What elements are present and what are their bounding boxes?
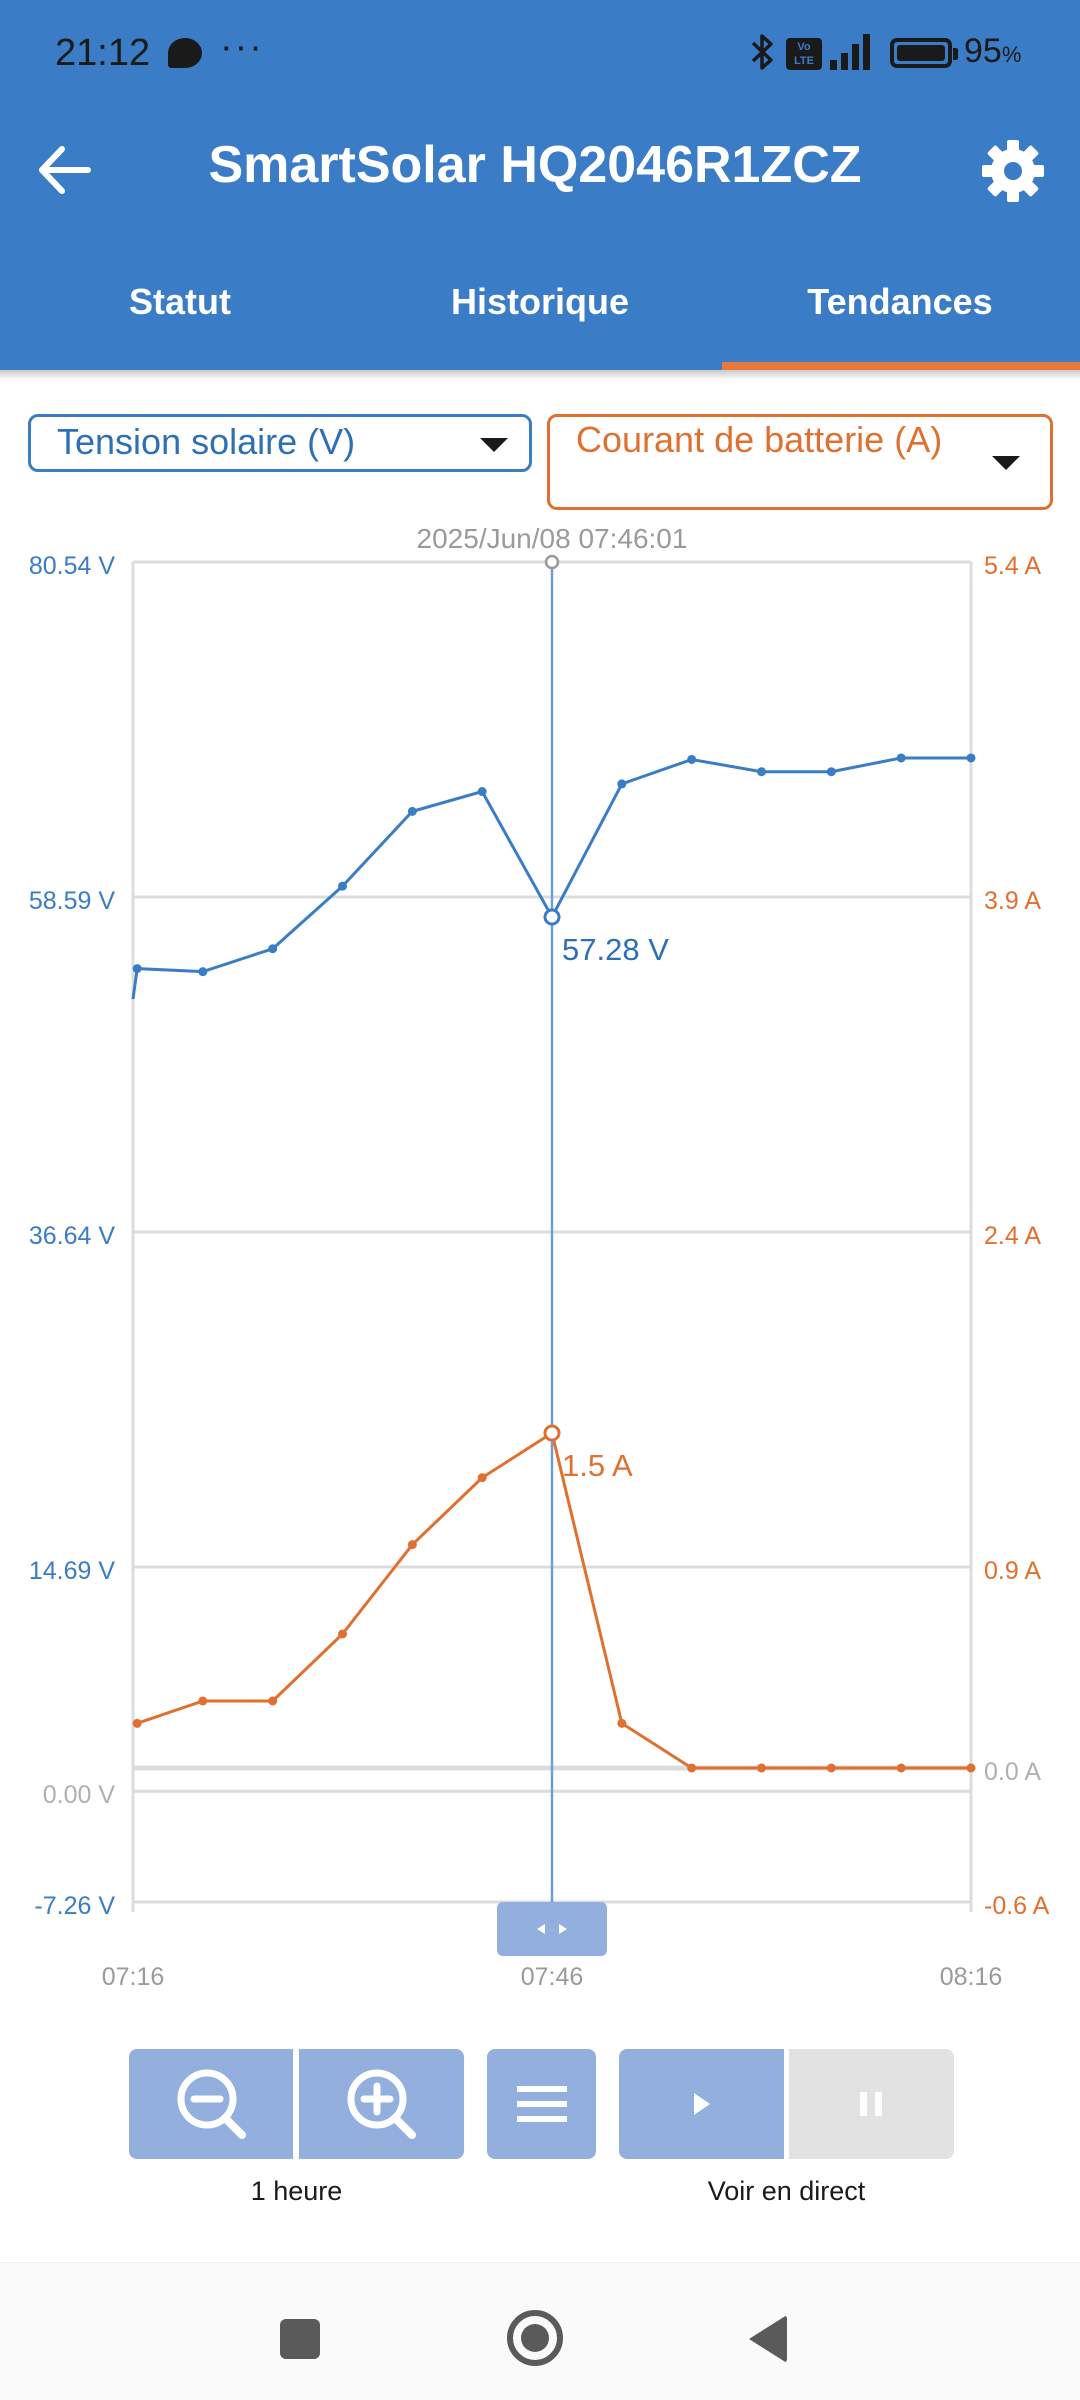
battery-current-line (136, 1430, 971, 1770)
cursor-drag-handle-bg (497, 1902, 607, 1956)
solar-voltage-line (131, 756, 971, 1000)
cursor-voltage-marker (543, 908, 561, 926)
cursor-top-handle (544, 554, 560, 570)
right-axis-tick-label: 0.9 A (984, 1557, 1041, 1585)
battery-percentage: 95% (964, 32, 1022, 70)
home-icon[interactable] (507, 2310, 563, 2366)
data-point (966, 1763, 976, 1773)
right-axis-tick-label: 5.4 A (984, 552, 1041, 580)
message-icon (168, 38, 202, 68)
data-point (826, 767, 836, 777)
status-time: 21:12 (55, 32, 151, 74)
zoom-in-button[interactable] (299, 2049, 464, 2159)
right-axis-tick-label: -0.6 A (984, 1892, 1050, 1920)
cursor-current-marker (543, 1424, 561, 1442)
status-bar: 21:12 ··· Vo LTE 95% (0, 0, 1080, 110)
left-series-dropdown[interactable]: Tension solaire (V) (28, 414, 532, 472)
x-axis-tick-label: 07:46 (521, 1963, 584, 1991)
data-point (132, 1718, 142, 1728)
cursor-current-value: 1.5 A (562, 1448, 633, 1483)
left-axis-tick-label: 80.54 V (29, 552, 116, 580)
data-point (896, 1763, 906, 1773)
data-point (477, 1473, 487, 1483)
tab-tendances[interactable]: Tendances (807, 281, 993, 322)
data-point (617, 1718, 627, 1728)
left-axis-tick-label: 14.69 V (29, 1557, 116, 1585)
chart-canvas[interactable]: 80.54 V 58.59 V 36.64 V 14.69 V 0.00 V -7.26 … (0, 510, 1080, 2030)
left-axis-tick-label: 0.00 V (43, 1781, 116, 1809)
app-header: 21:12 ··· Vo LTE 95% SmartSolar HQ2046R1… (0, 0, 1080, 370)
data-point (687, 1763, 697, 1773)
right-series-dropdown[interactable]: Courant de batterie (A) (547, 414, 1053, 510)
data-point (338, 1629, 347, 1639)
data-point (826, 1763, 836, 1773)
x-axis-tick-label: 08:16 (940, 1963, 1003, 1991)
data-point (966, 753, 976, 763)
system-navigation-bar (0, 2262, 1080, 2400)
signal-icon (830, 34, 874, 70)
play-icon (694, 2093, 710, 2115)
back-icon[interactable] (749, 2315, 787, 2363)
gear-icon[interactable] (980, 138, 1046, 204)
right-axis-tick-label: 0.0 A (984, 1758, 1041, 1786)
data-point (896, 753, 906, 763)
tab-bar: Statut Historique Tendances (0, 255, 1080, 370)
pause-icon (860, 2092, 882, 2116)
bluetooth-icon (751, 34, 773, 70)
right-axis-tick-label: 2.4 A (984, 1222, 1041, 1250)
data-point (198, 967, 208, 977)
volte-icon: Vo LTE (786, 38, 822, 70)
left-axis-tick-label: 36.64 V (29, 1222, 116, 1250)
arrow-left-icon (537, 1924, 545, 1934)
data-point (268, 1696, 278, 1706)
cursor-voltage-value: 57.28 V (562, 932, 669, 967)
zoom-in-icon (347, 2069, 416, 2139)
cursor-drag-handle[interactable] (497, 1902, 607, 1956)
data-point (198, 1696, 208, 1706)
menu-icon (517, 2086, 567, 2122)
cursor-timestamp: 2025/Jun/08 07:46:01 (417, 523, 688, 554)
left-axis-tick-label: 58.59 V (29, 887, 116, 915)
zoom-level-label: 1 heure (250, 2176, 343, 2206)
active-tab-indicator (722, 362, 1080, 370)
chevron-down-icon (992, 456, 1020, 470)
right-axis-tick-label: 3.9 A (984, 887, 1041, 915)
x-axis-tick-label: 07:16 (102, 1963, 165, 1991)
data-point (407, 806, 417, 816)
back-arrow-icon[interactable] (30, 135, 100, 205)
zoom-out-icon (177, 2069, 246, 2139)
arrow-right-icon (559, 1924, 567, 1934)
header-shadow (0, 370, 1080, 380)
data-point (687, 754, 697, 764)
menu-button[interactable] (487, 2049, 596, 2159)
left-series-value: Tension solaire (V) (57, 421, 356, 462)
trend-chart[interactable]: 80.54 V 58.59 V 36.64 V 14.69 V 0.00 V -7.26 … (0, 510, 1080, 2030)
right-series-value: Courant de batterie (A) (576, 419, 943, 460)
live-view-label: Voir en direct (707, 2176, 866, 2206)
data-point (407, 1540, 417, 1550)
zoom-out-button[interactable] (129, 2049, 293, 2159)
tab-historique[interactable]: Historique (450, 281, 629, 322)
tab-statut[interactable]: Statut (129, 281, 231, 322)
recents-icon[interactable] (280, 2319, 320, 2359)
data-point (757, 767, 766, 777)
data-point (757, 1763, 766, 1773)
play-button[interactable] (619, 2049, 784, 2159)
left-axis-tick-label: -7.26 V (34, 1892, 115, 1920)
data-point (132, 964, 142, 974)
data-point (338, 881, 347, 891)
more-notifications-dots: ··· (220, 26, 264, 68)
pause-button[interactable] (789, 2049, 954, 2159)
battery-icon (890, 38, 958, 68)
page-title: SmartSolar HQ2046R1ZCZ (208, 136, 862, 194)
chevron-down-icon (480, 438, 508, 452)
data-point (477, 787, 487, 797)
data-point (617, 779, 627, 789)
data-point (268, 944, 278, 954)
